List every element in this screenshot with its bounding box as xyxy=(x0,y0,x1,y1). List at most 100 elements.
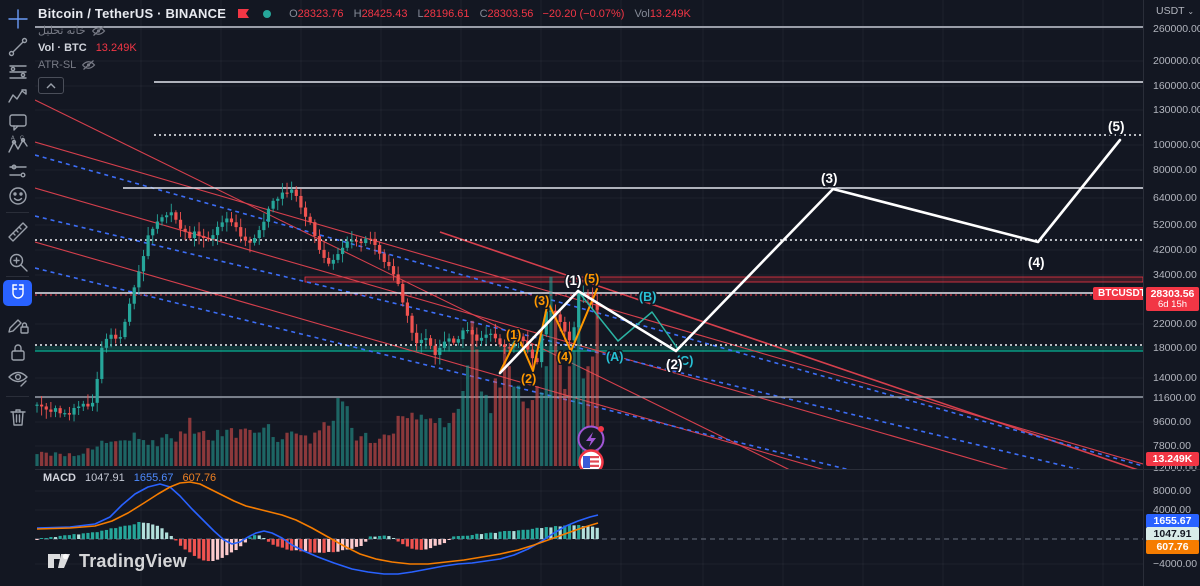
volume-bar xyxy=(327,425,331,466)
candle xyxy=(86,403,90,407)
macd-badge[interactable]: 1047.91 xyxy=(1146,527,1199,541)
candle xyxy=(81,403,85,407)
candle xyxy=(461,330,465,340)
macd-hist-bar xyxy=(327,539,331,552)
indicator-row-analysis[interactable]: خانه تحليل xyxy=(38,22,691,39)
volume-bar xyxy=(331,420,335,466)
volume-bar xyxy=(253,432,257,466)
volume-bar xyxy=(58,453,62,466)
macd-hist-bar xyxy=(128,525,132,539)
tool-trend-line-icon[interactable] xyxy=(3,34,32,60)
macd-hist-bar xyxy=(197,539,201,559)
macd-hist-bar xyxy=(470,535,474,539)
macd-hist-bar xyxy=(581,526,585,539)
tool-hide-drawings-icon[interactable] xyxy=(3,365,32,391)
volume-badge[interactable]: 13.249K xyxy=(1146,452,1199,466)
volume-bar xyxy=(285,432,289,466)
indicator-name: ATR-SL xyxy=(38,58,77,71)
tool-emoji-icon[interactable] xyxy=(3,183,32,209)
tool-trash-icon[interactable] xyxy=(3,404,32,430)
candle xyxy=(359,241,363,244)
symbol-title[interactable]: Bitcoin / TetherUS · BINANCE xyxy=(38,6,227,21)
candle xyxy=(132,287,136,304)
candle xyxy=(484,334,488,338)
macd-hist-bar xyxy=(257,535,261,539)
volume-bar xyxy=(239,429,243,466)
volume-bar xyxy=(322,422,326,466)
candle xyxy=(572,327,576,341)
macd-hist-bar xyxy=(239,539,243,547)
candle xyxy=(123,321,127,338)
volume-bar xyxy=(202,430,206,466)
volume-bar xyxy=(419,414,423,466)
macd-hist-bar xyxy=(262,538,266,539)
toolbar-divider xyxy=(6,276,29,277)
volume-bar xyxy=(373,442,377,466)
wave-label: (3) xyxy=(534,294,549,308)
macd-badge[interactable]: 607.76 xyxy=(1146,540,1199,554)
tool-fib-lines-icon[interactable] xyxy=(3,59,32,85)
chart-legend: Bitcoin / TetherUS · BINANCE O28323.76 H… xyxy=(38,5,691,94)
price-badge[interactable]: 28303.56 6d 15h xyxy=(1146,287,1199,311)
tool-magnet-icon[interactable] xyxy=(3,280,32,306)
macd-hist-bar xyxy=(475,533,479,539)
volume-bar xyxy=(405,418,409,466)
macd-hist-bar xyxy=(540,528,544,539)
axis-currency-toggle[interactable]: USDT ⌄ xyxy=(1156,5,1194,17)
tool-crosshair-icon[interactable] xyxy=(3,6,32,32)
candle xyxy=(364,238,368,244)
candle xyxy=(169,212,173,216)
pane-separator[interactable] xyxy=(0,469,1200,470)
candle xyxy=(276,198,280,201)
eye-hidden-icon[interactable] xyxy=(91,25,106,37)
volume-bar xyxy=(104,443,109,466)
candle xyxy=(452,338,456,343)
volume-bar xyxy=(248,429,252,466)
candle xyxy=(294,189,298,196)
tool-text-note-icon[interactable] xyxy=(3,109,32,135)
indicator-row-atr[interactable]: ATR-SL xyxy=(38,56,691,73)
volume-bar xyxy=(521,401,525,466)
macd-badge[interactable]: 1655.67 xyxy=(1146,514,1199,528)
low-value: 28196.61 xyxy=(423,7,470,20)
ohlc-readout: O28323.76 H28425.43 L28196.61 C28303.56 … xyxy=(282,8,691,20)
tool-zoom-in-icon[interactable] xyxy=(3,249,32,275)
macd-hist-bar xyxy=(192,539,197,556)
candle xyxy=(229,218,234,223)
macd-hist-bar xyxy=(479,534,484,539)
supply-zone xyxy=(304,276,1143,283)
volume-bar xyxy=(178,431,183,466)
macd-legend[interactable]: MACD 1047.91 1655.67 607.76 xyxy=(43,472,216,484)
macd-hist-bar xyxy=(118,526,122,539)
volume-bar xyxy=(558,359,562,466)
macd-hist-bar xyxy=(452,536,456,539)
volume-bar xyxy=(211,440,215,466)
volume-bar xyxy=(141,440,146,466)
candle xyxy=(433,345,437,355)
candle xyxy=(373,238,377,245)
macd-hist-bar xyxy=(44,538,48,539)
eye-hidden-icon[interactable] xyxy=(81,59,96,71)
volume-bar xyxy=(40,451,44,466)
tool-draw-lock-icon[interactable] xyxy=(3,311,32,337)
volume-bar xyxy=(563,388,567,466)
wave-label: (5) xyxy=(1108,119,1125,134)
tool-wave-pattern-icon[interactable] xyxy=(3,84,32,110)
macd-hist-bar xyxy=(563,525,567,539)
price-axis[interactable]: USDT ⌄ 260000.00 200000.00 160000.00 130000… xyxy=(1143,0,1200,586)
volume-bar xyxy=(553,312,558,466)
candle xyxy=(387,261,391,267)
collapse-indicators-button[interactable] xyxy=(38,77,64,94)
macd-hist-value: 1047.91 xyxy=(85,472,125,484)
axis-tick: 7800.00 xyxy=(1153,440,1191,452)
tool-lock-all-icon[interactable] xyxy=(3,339,32,365)
tool-forecast-icon[interactable] xyxy=(3,158,32,184)
indicator-row-volume[interactable]: Vol · BTC 13.249K xyxy=(38,39,691,56)
flag-icon[interactable] xyxy=(237,8,250,20)
symbol-price-tag[interactable]: BTCUSDT xyxy=(1093,287,1151,300)
tool-ruler-icon[interactable] xyxy=(3,219,32,245)
volume-bar xyxy=(160,437,164,466)
volume-bar xyxy=(535,386,539,466)
